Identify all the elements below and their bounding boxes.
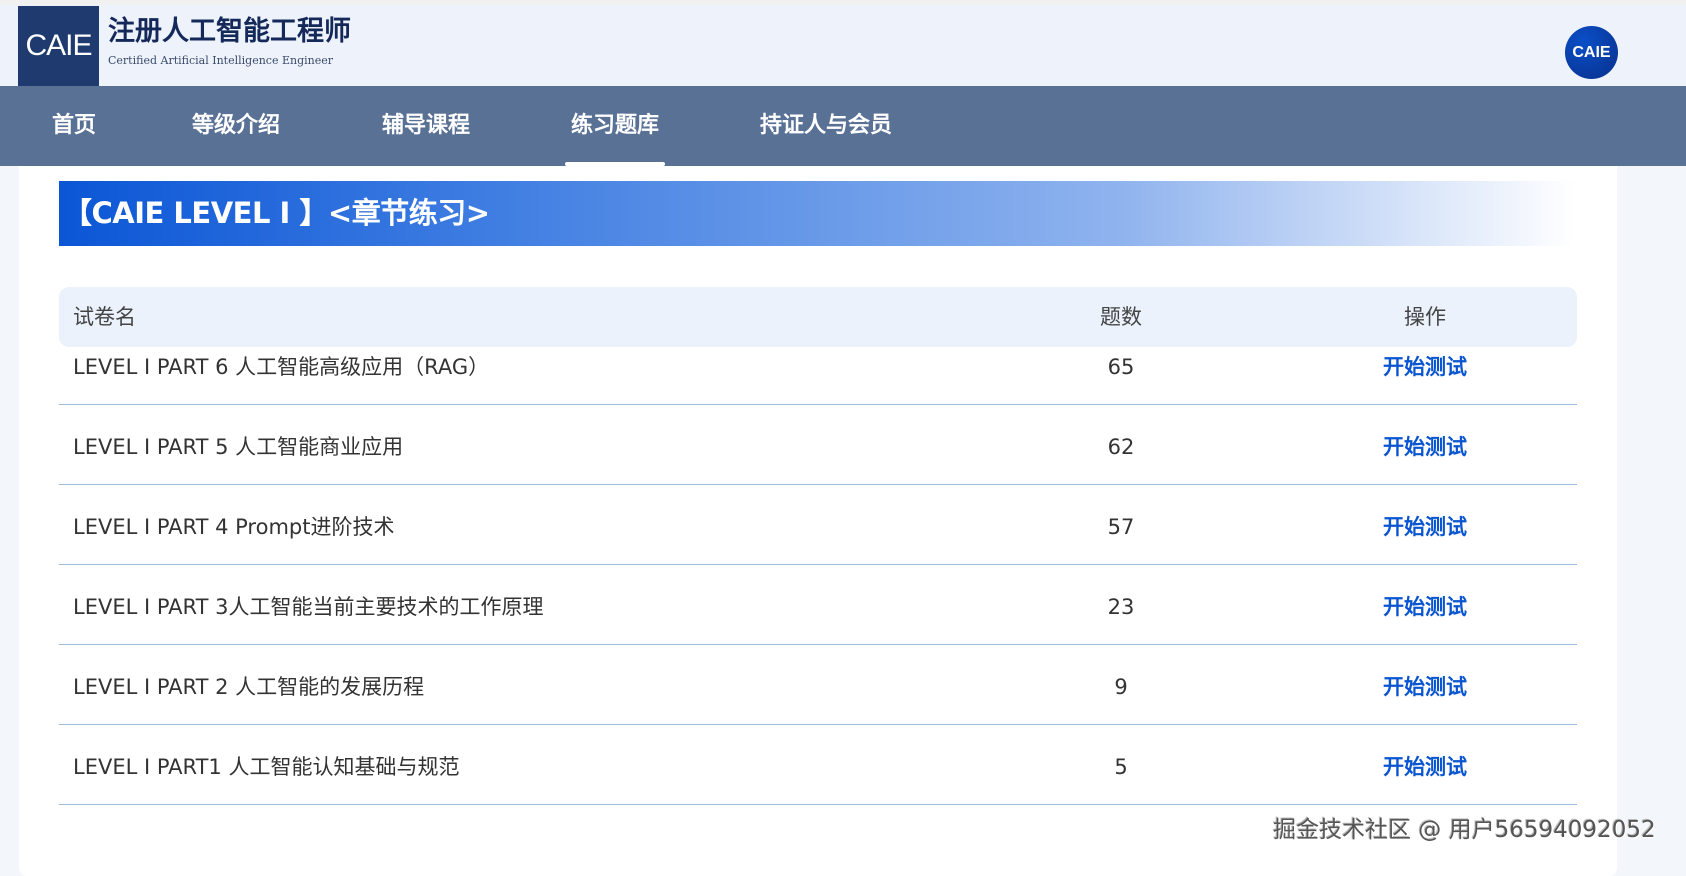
nav-item-members[interactable]: 持证人与会员 — [760, 113, 893, 138]
table-row: LEVEL I PART1 人工智能认知基础与规范 5 开始测试 — [59, 725, 1577, 805]
paper-name: LEVEL I PART1 人工智能认知基础与规范 — [73, 755, 460, 779]
start-test-link[interactable]: 开始测试 — [1383, 355, 1467, 379]
question-count: 65 — [1107, 355, 1135, 379]
start-test-link[interactable]: 开始测试 — [1383, 755, 1467, 779]
table-row: LEVEL I PART 3人工智能当前主要技术的工作原理 23 开始测试 — [59, 565, 1577, 645]
paper-name: LEVEL I PART 6 人工智能高级应用（RAG） — [73, 355, 490, 379]
table-row: LEVEL I PART 2 人工智能的发展历程 9 开始测试 — [59, 645, 1577, 725]
user-avatar[interactable]: CAIE — [1565, 26, 1618, 79]
nav-item-home[interactable]: 首页 — [52, 113, 97, 138]
header-action: 操作 — [1404, 305, 1446, 329]
question-count: 57 — [1107, 515, 1135, 539]
logo-title-cn: 注册人工智能工程师 — [108, 16, 351, 47]
main-nav: 首页 等级介绍 辅导课程 练习题库 持证人与会员 — [0, 86, 1686, 166]
paper-name: LEVEL I PART 5 人工智能商业应用 — [73, 435, 404, 459]
logo-title-en: Certified Artificial Intelligence Engine… — [108, 54, 333, 67]
header-count: 题数 — [1100, 305, 1142, 329]
table-row: LEVEL I PART 5 人工智能商业应用 62 开始测试 — [59, 405, 1577, 485]
question-count: 5 — [1114, 755, 1128, 779]
top-header: CAIE 注册人工智能工程师 Certified Artificial Inte… — [0, 0, 1686, 86]
section-banner: 【CAIE LEVEL I 】<章节练习> — [59, 181, 1575, 246]
nav-item-question-bank[interactable]: 练习题库 — [564, 86, 666, 166]
table-header: 试卷名 题数 操作 — [59, 287, 1577, 347]
table-row: LEVEL I PART 6 人工智能高级应用（RAG） 65 开始测试 — [59, 325, 1577, 405]
watermark: 掘金技术社区 @ 用户56594092052 — [1273, 817, 1656, 843]
nav-item-levels[interactable]: 等级介绍 — [192, 113, 281, 138]
logo-mark[interactable]: CAIE — [18, 6, 99, 86]
question-count: 9 — [1114, 675, 1128, 699]
start-test-link[interactable]: 开始测试 — [1383, 515, 1467, 539]
nav-item-courses[interactable]: 辅导课程 — [382, 113, 471, 138]
paper-name: LEVEL I PART 4 Prompt进阶技术 — [73, 515, 395, 539]
question-count: 62 — [1107, 435, 1135, 459]
paper-name: LEVEL I PART 3人工智能当前主要技术的工作原理 — [73, 595, 544, 619]
start-test-link[interactable]: 开始测试 — [1383, 595, 1467, 619]
header-name: 试卷名 — [73, 305, 136, 329]
start-test-link[interactable]: 开始测试 — [1383, 435, 1467, 459]
paper-name: LEVEL I PART 2 人工智能的发展历程 — [73, 675, 425, 699]
table-row: LEVEL I PART 4 Prompt进阶技术 57 开始测试 — [59, 485, 1577, 565]
start-test-link[interactable]: 开始测试 — [1383, 675, 1467, 699]
content-card — [19, 166, 1617, 876]
question-count: 23 — [1107, 595, 1135, 619]
